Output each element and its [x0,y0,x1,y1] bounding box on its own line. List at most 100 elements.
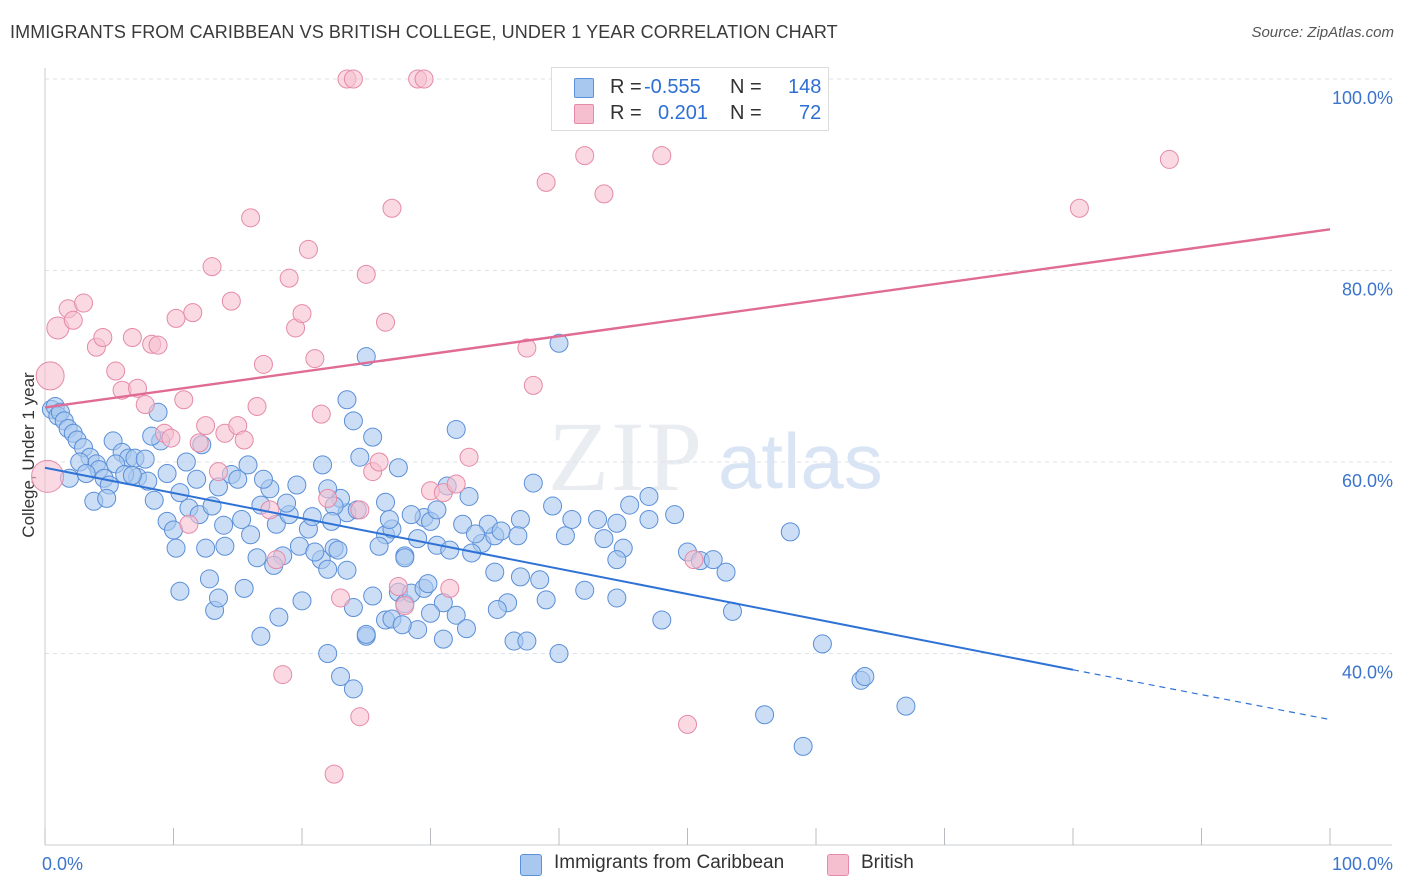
caribbean-point [302,507,322,527]
british-point [241,208,261,228]
caribbean-point [427,500,447,520]
caribbean-point [487,599,507,619]
british-point [594,184,614,204]
caribbean-point [536,590,556,610]
bottom-legend-label: Immigrants from Caribbean [554,852,785,873]
caribbean-point [594,529,614,549]
caribbean-point [780,522,800,542]
british-point [446,474,466,494]
caribbean-point [446,605,466,625]
british-point [135,395,155,415]
caribbean-point [277,493,297,513]
british-point [189,433,209,453]
caribbean-point [176,452,196,472]
british-point [106,361,126,381]
caribbean-point [228,469,248,489]
caribbean-point [459,486,479,506]
british-point [234,430,254,450]
caribbean-point [433,629,453,649]
british-point [523,375,543,395]
watermark-zip: ZIP [548,401,704,512]
caribbean-point [549,644,569,663]
watermark: ZIP atlas [548,401,883,512]
caribbean-point [343,598,363,618]
caribbean-point [755,705,775,725]
caribbean-point [234,578,254,598]
caribbean-point [97,488,117,508]
british-point [247,396,267,416]
british-point [183,303,203,323]
caribbean-point [363,427,383,447]
caribbean-point [196,538,216,558]
caribbean-point [135,449,155,469]
caribbean-point [401,505,421,525]
caribbean-point [575,580,595,600]
caribbean-point [318,559,338,579]
caribbean-point [665,505,685,525]
source-label: Source: ZipAtlas.com [1251,24,1394,41]
legend-r-value: -0.555 [644,76,701,98]
caribbean-point [322,511,342,531]
caribbean-point [510,509,530,529]
caribbean-point [703,550,723,570]
caribbean-point [247,548,267,568]
grid-lines [45,78,1392,654]
caribbean-point [465,524,485,544]
caribbean-point [456,619,476,639]
british-point [459,447,479,467]
x-tick-label: 100.0% [1332,854,1393,874]
caribbean-point [388,458,408,478]
legend-swatch-blue [574,78,594,98]
british-point [161,428,181,448]
british-point [536,172,556,192]
legend-r-label: R = [610,102,642,124]
british-point [414,69,434,89]
british-point [575,146,595,166]
british-point [148,335,168,355]
y-tick-label: 80.0% [1342,280,1393,300]
british-point [1069,198,1089,218]
british-point [63,310,83,330]
british-point [331,588,351,608]
chart-title: IMMIGRANTS FROM CARIBBEAN VS BRITISH COL… [10,22,838,42]
caribbean-point [292,591,312,611]
caribbean-point [485,562,505,582]
british-point [202,257,222,277]
caribbean-point [350,447,370,467]
caribbean-point [214,515,234,535]
caribbean-point [356,624,376,644]
series-caribbean-points [41,333,916,756]
legend-r-value: 0.201 [658,102,709,124]
legend-swatch-pink [574,104,594,124]
legend-n-value: 72 [799,102,822,124]
legend-r-label: R = [610,76,642,98]
bottom-legend-label: British [861,852,914,873]
caribbean-point [652,610,672,630]
tick-labels: 40.0% 60.0% 80.0% 100.0% 0.0% 100.0% [42,88,1393,874]
british-point [440,578,460,598]
caribbean-point [376,492,396,512]
caribbean-point [241,525,261,545]
caribbean-point [543,496,563,516]
caribbean-point [170,581,190,601]
caribbean-point [379,509,399,529]
british-point [369,452,389,472]
caribbean-point [305,542,325,562]
caribbean-point [508,526,528,546]
british-point [311,404,331,424]
caribbean-point [269,607,289,627]
british-point [298,239,318,259]
x-tick-label: 0.0% [42,854,83,874]
british-point [678,714,697,734]
british-point [517,338,537,358]
caribbean-point [446,419,466,439]
caribbean-point [517,631,537,651]
caribbean-point [166,538,186,558]
caribbean-point [328,540,348,560]
caribbean-point [588,509,608,529]
british-point [1159,149,1179,169]
british-point [35,361,65,391]
caribbean-point [337,560,357,580]
british-point [343,69,363,89]
caribbean-point [369,536,389,556]
